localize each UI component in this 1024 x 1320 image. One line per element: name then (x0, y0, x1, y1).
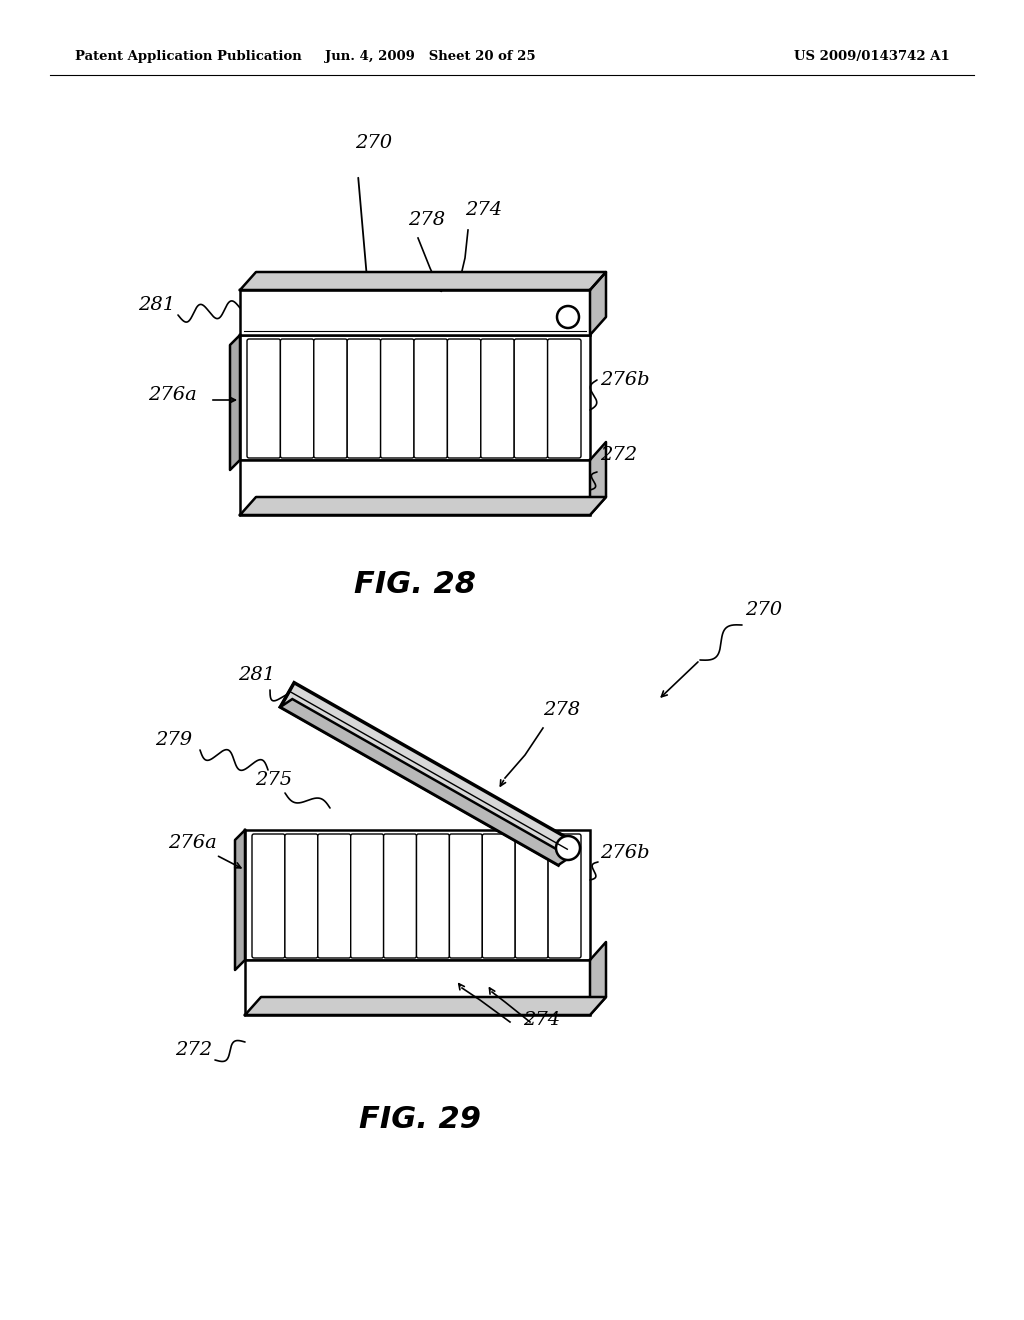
Text: 281: 281 (238, 667, 275, 684)
FancyBboxPatch shape (514, 339, 548, 458)
Text: FIG. 28: FIG. 28 (354, 570, 476, 599)
FancyBboxPatch shape (252, 834, 285, 958)
FancyBboxPatch shape (384, 834, 417, 958)
Polygon shape (245, 997, 606, 1015)
Text: 272: 272 (175, 1041, 212, 1059)
FancyBboxPatch shape (313, 339, 347, 458)
FancyBboxPatch shape (281, 339, 313, 458)
Text: 281: 281 (138, 296, 175, 314)
FancyBboxPatch shape (481, 339, 514, 458)
Polygon shape (590, 272, 606, 335)
FancyBboxPatch shape (482, 834, 515, 958)
Text: 272: 272 (600, 446, 637, 465)
Polygon shape (240, 498, 606, 515)
Text: 270: 270 (745, 601, 782, 619)
FancyBboxPatch shape (447, 339, 481, 458)
Circle shape (557, 306, 579, 327)
Bar (240, 335, 590, 459)
Bar (245, 960, 590, 1015)
Text: Patent Application Publication: Patent Application Publication (75, 50, 302, 63)
Text: FIG. 29: FIG. 29 (359, 1105, 481, 1134)
Text: 276b: 276b (600, 843, 649, 862)
Text: 274: 274 (465, 201, 502, 219)
Bar (240, 459, 590, 515)
FancyBboxPatch shape (350, 834, 384, 958)
Text: 275: 275 (255, 771, 292, 789)
Text: Jun. 4, 2009   Sheet 20 of 25: Jun. 4, 2009 Sheet 20 of 25 (325, 50, 536, 63)
Polygon shape (240, 272, 606, 290)
Text: US 2009/0143742 A1: US 2009/0143742 A1 (795, 50, 950, 63)
FancyBboxPatch shape (381, 339, 414, 458)
Text: 278: 278 (408, 211, 445, 228)
Bar (245, 830, 590, 960)
Polygon shape (230, 335, 240, 470)
Text: 279: 279 (155, 731, 193, 748)
Text: 274: 274 (523, 1011, 560, 1030)
FancyBboxPatch shape (548, 339, 581, 458)
FancyBboxPatch shape (515, 834, 548, 958)
FancyBboxPatch shape (285, 834, 317, 958)
Polygon shape (590, 442, 606, 515)
Bar (240, 290, 590, 335)
Text: 276a: 276a (148, 385, 197, 404)
FancyBboxPatch shape (417, 834, 450, 958)
Text: 278: 278 (543, 701, 581, 719)
Text: 270: 270 (355, 135, 392, 152)
FancyBboxPatch shape (317, 834, 350, 958)
FancyBboxPatch shape (450, 834, 482, 958)
FancyBboxPatch shape (247, 339, 281, 458)
Polygon shape (590, 942, 606, 1015)
Polygon shape (281, 682, 572, 865)
Polygon shape (281, 700, 570, 865)
Polygon shape (234, 830, 245, 970)
FancyBboxPatch shape (347, 339, 381, 458)
FancyBboxPatch shape (548, 834, 581, 958)
Text: 276b: 276b (600, 371, 649, 389)
Circle shape (556, 836, 580, 861)
FancyBboxPatch shape (414, 339, 447, 458)
Text: 276a: 276a (168, 834, 217, 851)
